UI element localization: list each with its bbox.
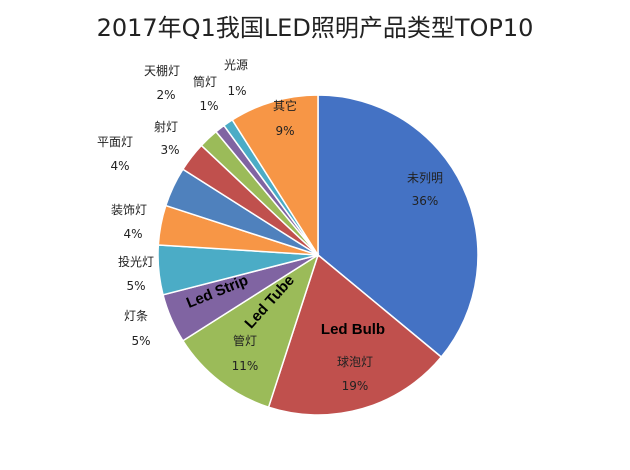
slice-value-label-7: 3% [160, 143, 179, 157]
slice-value-label-5: 4% [123, 227, 142, 241]
pie-slice-0 [317, 94, 479, 359]
slice-label-4: 投光灯 [118, 254, 154, 269]
slice-label-1: 球泡灯 [337, 355, 373, 369]
slice-label-9: 筒灯 [193, 74, 217, 89]
slice-label-8: 天棚灯 [144, 63, 180, 78]
slice-value-label-1: 19% [342, 379, 369, 393]
slice-label-6: 平面灯 [97, 135, 133, 149]
pie-slice-2 [181, 253, 320, 409]
pie-slice-11 [231, 94, 319, 258]
slice-label-7: 射灯 [154, 119, 178, 134]
slice-value-label-10: 1% [227, 84, 246, 98]
slice-label-0: 未列明 [407, 171, 443, 185]
slice-value-label-8: 2% [156, 88, 175, 102]
slice-value-label-4: 5% [126, 279, 145, 293]
slice-label-10: 光源 [224, 58, 248, 72]
slice-value-label-2: 11% [232, 359, 259, 373]
slice-value-label-11: 9% [275, 124, 294, 138]
slice-label-2: 管灯 [233, 333, 257, 348]
chart-title: 2017年Q1我国LED照明产品类型TOP10 [96, 14, 534, 42]
slice-value-label-0: 36% [412, 194, 439, 208]
annotation-0: Led Bulb [321, 321, 385, 338]
slice-value-label-9: 1% [199, 99, 218, 113]
slice-label-3: 灯条 [124, 309, 148, 323]
slice-value-label-3: 5% [131, 334, 150, 348]
slice-label-11: 其它 [273, 98, 297, 113]
slice-label-5: 装饰灯 [111, 203, 147, 217]
pie-slice-1 [267, 253, 443, 416]
slice-value-label-6: 4% [110, 159, 129, 173]
